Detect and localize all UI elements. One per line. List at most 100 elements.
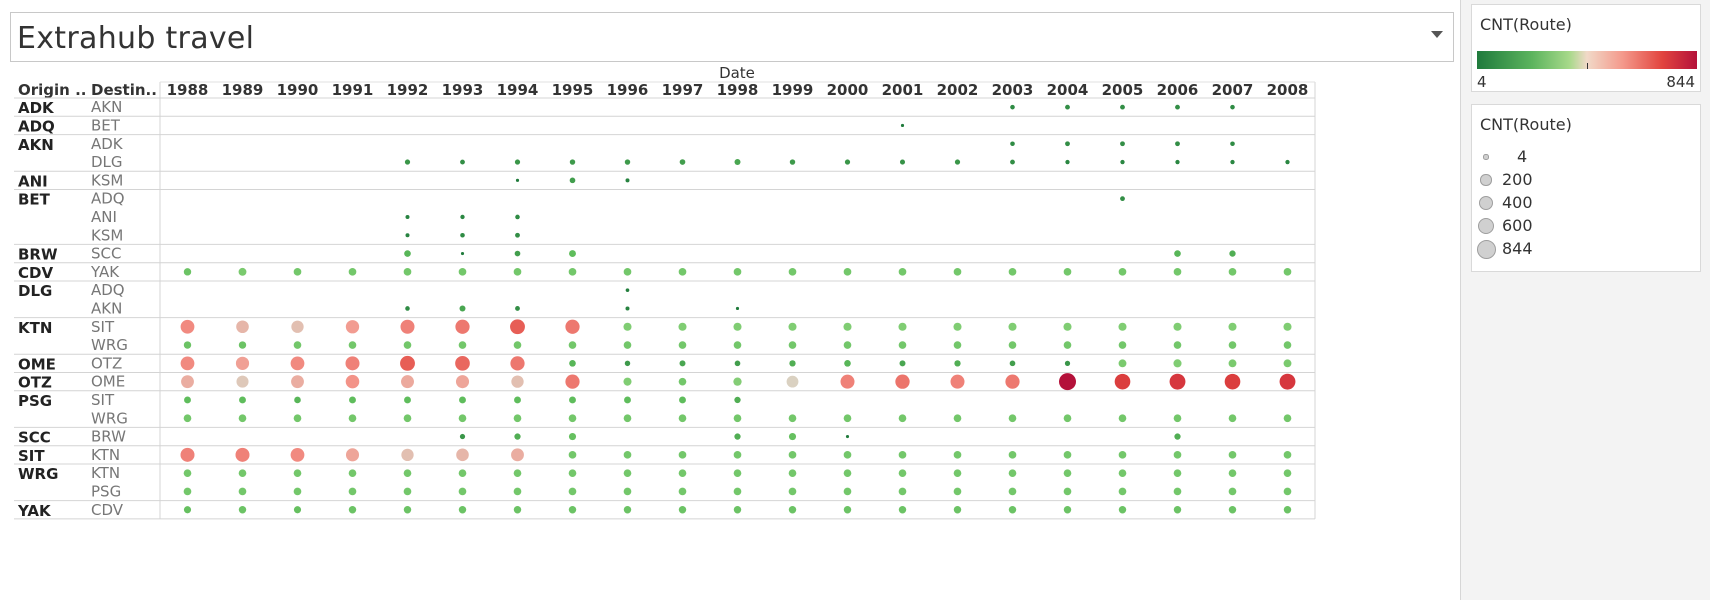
data-point bbox=[1174, 433, 1181, 440]
data-point bbox=[293, 487, 302, 496]
data-point bbox=[788, 487, 797, 496]
x-axis-title: Date bbox=[719, 64, 755, 82]
data-point bbox=[898, 414, 907, 423]
chart-area: Date Origin .. Destin.. 1988 1989 1990 1991 199… bbox=[14, 64, 1316, 520]
size-legend-label: 844 bbox=[1502, 239, 1533, 258]
data-point bbox=[1008, 506, 1017, 514]
size-legend-circle bbox=[1478, 195, 1494, 211]
year-tick-label: 2006 bbox=[1157, 81, 1199, 99]
color-legend: CNT(Route) 4 844 bbox=[1471, 4, 1701, 92]
data-point bbox=[515, 214, 520, 220]
data-point bbox=[458, 469, 467, 477]
data-point bbox=[238, 341, 247, 349]
data-point bbox=[1065, 159, 1070, 165]
data-point bbox=[1065, 141, 1070, 147]
data-point bbox=[1120, 159, 1125, 165]
row-label-destination: AKN bbox=[91, 299, 122, 317]
data-point bbox=[180, 447, 195, 462]
size-legend-label: 4 bbox=[1517, 147, 1528, 166]
chevron-down-icon[interactable] bbox=[1431, 31, 1443, 38]
data-point bbox=[1228, 487, 1237, 496]
year-tick-label: 2004 bbox=[1047, 81, 1089, 99]
data-point bbox=[1063, 322, 1072, 331]
size-legend-circle bbox=[1483, 154, 1489, 160]
size-legend: CNT(Route) 4 200 400 600 844 bbox=[1471, 104, 1701, 272]
data-point bbox=[623, 322, 632, 331]
column-header-origin: Origin .. bbox=[18, 81, 86, 99]
data-point bbox=[953, 487, 962, 496]
data-point bbox=[623, 268, 632, 276]
year-tick-label: 2000 bbox=[827, 81, 869, 99]
data-point bbox=[1063, 487, 1072, 496]
size-legend-item: 400 bbox=[1472, 193, 1692, 215]
data-point bbox=[405, 233, 410, 238]
data-point bbox=[459, 396, 466, 404]
color-ramp-tick bbox=[1587, 63, 1588, 69]
year-tick-label: 2001 bbox=[882, 81, 924, 99]
row-label-origin: ADQ bbox=[18, 117, 55, 135]
row-label-destination: YAK bbox=[90, 263, 120, 281]
row-label-origin: ANI bbox=[18, 172, 48, 190]
data-point bbox=[1283, 506, 1292, 514]
data-point bbox=[568, 432, 577, 441]
data-point bbox=[1228, 451, 1237, 459]
data-point bbox=[788, 432, 797, 441]
data-point bbox=[513, 414, 522, 423]
data-point bbox=[345, 374, 360, 389]
data-point bbox=[840, 374, 855, 389]
data-point bbox=[510, 356, 525, 371]
data-point bbox=[733, 487, 742, 496]
data-point bbox=[678, 268, 687, 276]
year-tick-label: 1988 bbox=[167, 81, 209, 99]
data-point bbox=[678, 451, 687, 459]
data-point bbox=[789, 159, 796, 165]
data-point bbox=[180, 356, 195, 371]
year-tick-label: 2008 bbox=[1267, 81, 1309, 99]
data-point bbox=[1228, 414, 1237, 423]
data-point bbox=[1005, 374, 1020, 389]
year-tick-label: 1999 bbox=[772, 81, 814, 99]
column-header-destination: Destin.. bbox=[91, 81, 157, 99]
data-point bbox=[568, 268, 577, 276]
data-point bbox=[1174, 250, 1181, 257]
data-point bbox=[1118, 469, 1127, 477]
data-point bbox=[1173, 506, 1182, 514]
data-point bbox=[844, 360, 851, 367]
data-point bbox=[678, 322, 687, 331]
data-point bbox=[348, 506, 357, 514]
data-point bbox=[953, 341, 962, 349]
data-point bbox=[843, 451, 852, 459]
year-tick-label: 2007 bbox=[1212, 81, 1254, 99]
data-point bbox=[679, 159, 686, 165]
year-tick-label: 1991 bbox=[332, 81, 374, 99]
data-point bbox=[1008, 322, 1017, 331]
data-point bbox=[511, 375, 524, 388]
data-point bbox=[345, 356, 360, 371]
size-legend-title: CNT(Route) bbox=[1480, 115, 1572, 134]
data-point bbox=[290, 447, 305, 462]
data-point bbox=[238, 414, 247, 423]
data-point bbox=[625, 288, 630, 292]
size-legend-label: 400 bbox=[1502, 193, 1533, 212]
data-point bbox=[1230, 141, 1235, 147]
data-point bbox=[1228, 341, 1237, 349]
year-tick-label: 1995 bbox=[552, 81, 594, 99]
size-legend-item: 600 bbox=[1472, 216, 1692, 238]
data-point bbox=[568, 341, 577, 349]
data-point bbox=[625, 178, 630, 183]
data-point bbox=[183, 469, 192, 477]
title-dropdown[interactable]: Extrahub travel bbox=[10, 12, 1454, 62]
data-point bbox=[844, 159, 851, 165]
data-point bbox=[238, 267, 247, 276]
data-point bbox=[510, 319, 525, 335]
data-point bbox=[679, 396, 686, 404]
data-point bbox=[734, 396, 741, 404]
data-point bbox=[898, 469, 907, 477]
data-point bbox=[403, 341, 412, 349]
size-legend-item: 200 bbox=[1472, 170, 1692, 192]
data-point bbox=[1283, 268, 1292, 276]
data-point bbox=[624, 159, 631, 165]
data-point bbox=[1228, 322, 1237, 331]
row-label-origin: AKN bbox=[18, 136, 54, 154]
data-point bbox=[238, 506, 247, 514]
